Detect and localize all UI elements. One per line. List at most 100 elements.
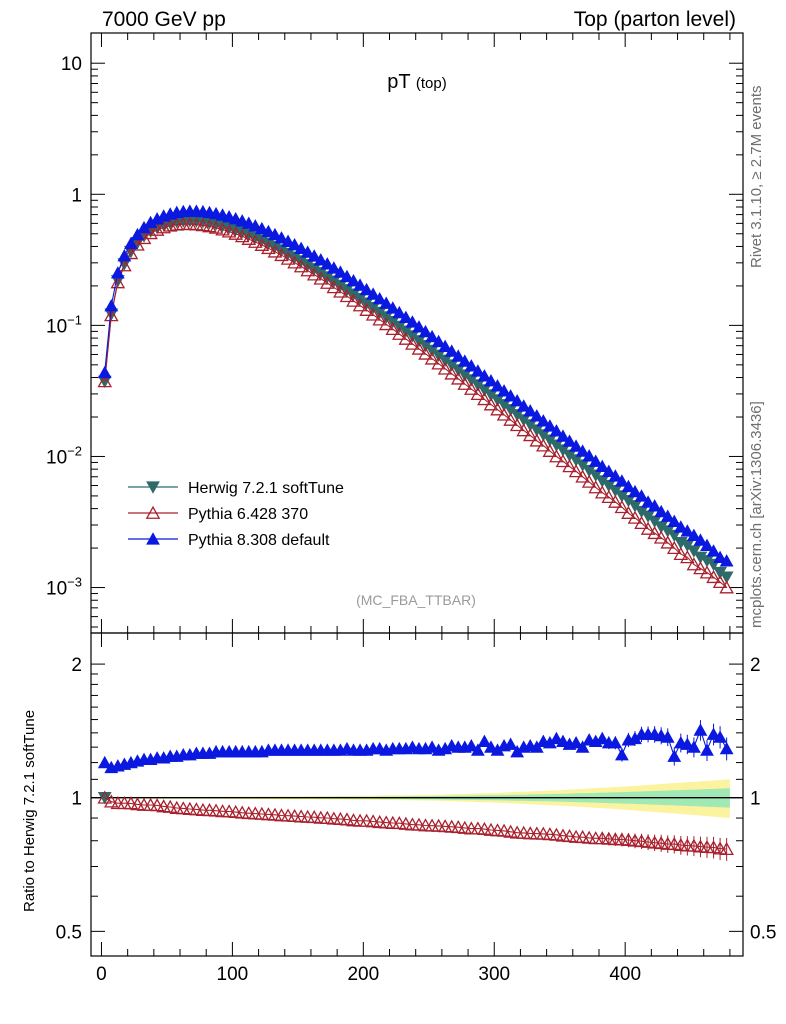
data-point	[536, 438, 551, 452]
y-tick-exponent: −2	[67, 443, 82, 458]
data-point	[398, 310, 413, 324]
data-point	[333, 284, 348, 298]
y-tick-label: 10−2	[46, 443, 82, 468]
legend-label: Herwig 7.2.1 softTune	[188, 480, 344, 497]
ratio-data-point	[719, 741, 734, 755]
data-point	[405, 315, 420, 328]
data-point	[241, 231, 257, 245]
data-point	[268, 227, 282, 241]
data-point	[719, 580, 734, 594]
ratio-series-1	[97, 720, 734, 774]
data-point	[719, 554, 734, 567]
data-point	[281, 234, 295, 247]
data-point	[320, 257, 335, 270]
data-point	[719, 571, 734, 584]
legend-marker	[146, 532, 160, 545]
data-point	[634, 489, 649, 502]
ratio-data-point	[470, 743, 485, 756]
data-point	[300, 245, 315, 258]
data-point	[97, 374, 113, 388]
data-point	[130, 227, 145, 241]
data-point	[431, 334, 446, 348]
data-point	[450, 371, 466, 385]
data-point	[556, 429, 570, 442]
data-point	[680, 524, 695, 537]
data-point	[484, 374, 498, 387]
data-point	[615, 474, 629, 487]
data-point	[372, 291, 387, 305]
data-point	[543, 419, 557, 432]
data-point	[320, 275, 335, 289]
data-point	[693, 533, 708, 546]
data-point	[693, 561, 708, 575]
data-point	[379, 296, 394, 309]
data-point	[110, 275, 126, 289]
data-point	[464, 381, 479, 395]
data-point	[411, 341, 427, 355]
data-point	[189, 217, 204, 231]
ratio-data-point	[687, 740, 701, 753]
data-point	[562, 459, 577, 473]
data-point	[306, 267, 322, 281]
ratio-data-point	[706, 840, 721, 854]
data-point	[215, 222, 230, 236]
data-point	[340, 269, 354, 283]
ratio-data-point	[97, 755, 112, 769]
y-tick-label: 1	[71, 185, 82, 206]
data-point	[634, 515, 649, 530]
ratio-plot-frame	[90, 632, 744, 957]
series-line	[104, 223, 727, 588]
plot-watermark: (MC_FBA_TTBAR)	[356, 592, 476, 608]
ratio-data-point	[700, 743, 714, 756]
data-point	[522, 428, 538, 442]
y-tick-label: 10−3	[46, 575, 82, 600]
data-point	[444, 366, 459, 380]
data-point	[195, 218, 211, 232]
data-point	[418, 346, 433, 360]
data-point	[294, 241, 309, 255]
data-point	[274, 231, 289, 244]
data-point	[542, 443, 558, 457]
data-point	[104, 299, 119, 312]
ratio-data-point	[719, 841, 734, 856]
data-point	[261, 240, 276, 255]
data-point	[333, 265, 348, 278]
data-point	[660, 509, 675, 522]
data-point	[647, 525, 662, 540]
data-point	[660, 535, 676, 549]
data-point	[647, 499, 662, 512]
header-right-label: Top (parton level)	[573, 8, 736, 31]
ratio-data-point	[149, 798, 165, 812]
data-point	[503, 412, 518, 426]
data-point	[686, 557, 702, 571]
data-point	[569, 439, 583, 452]
data-point	[418, 324, 433, 338]
ratio-data-point	[686, 838, 702, 852]
data-point	[470, 364, 485, 377]
data-point	[228, 226, 243, 240]
data-point	[608, 469, 623, 482]
series-1	[97, 216, 734, 594]
data-point	[497, 384, 511, 397]
data-point	[529, 433, 545, 447]
data-point	[425, 329, 439, 343]
data-point	[562, 434, 577, 447]
data-point	[581, 474, 597, 488]
ratio-data-point	[464, 738, 479, 752]
data-point	[267, 244, 283, 258]
data-point	[667, 529, 682, 543]
y-tick-label: 10−1	[46, 312, 82, 337]
data-point	[366, 287, 381, 300]
series-2	[97, 204, 734, 567]
header-left-label: 7000 GeV pp	[102, 8, 226, 31]
data-point	[516, 399, 531, 412]
data-point	[536, 414, 551, 427]
data-point	[700, 538, 714, 551]
data-point	[346, 273, 361, 287]
ratio-data-point	[339, 812, 355, 826]
data-point	[509, 418, 525, 432]
data-point	[575, 444, 590, 457]
data-point	[103, 308, 119, 322]
data-point	[117, 249, 132, 262]
data-point	[601, 464, 616, 478]
